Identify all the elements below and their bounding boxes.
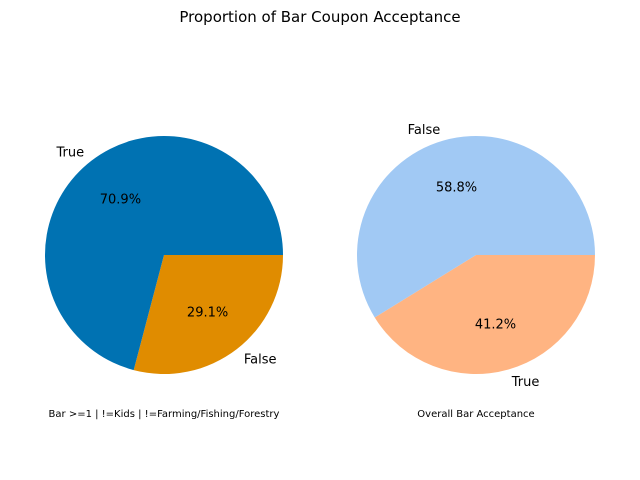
- pie-category-label-overall-false: False: [408, 123, 441, 138]
- pie-category-label-filtered-false: False: [244, 353, 277, 368]
- pie-percent-label-overall-false: 58.8%: [436, 180, 477, 195]
- pie-caption-filtered: Bar >=1 | !=Kids | !=Farming/Fishing/For…: [49, 409, 280, 420]
- pie-percent-label-filtered-false: 29.1%: [187, 306, 228, 321]
- figure-title: Proportion of Bar Coupon Acceptance: [179, 8, 460, 26]
- pie-slice-overall-false: [357, 136, 595, 318]
- pie-chart-filtered: Bar >=1 | !=Kids | !=Farming/Fishing/For…: [45, 135, 283, 420]
- pie-category-label-overall-true: True: [511, 375, 540, 390]
- pie-category-label-filtered-true: True: [55, 145, 84, 160]
- pie-slice-filtered-true: [45, 135, 283, 371]
- pie-chart-overall: Overall Bar Acceptance 58.8% False 41.2% Tr…: [357, 123, 595, 420]
- pie-slice-filtered-false: [133, 255, 283, 374]
- pie-percent-label-overall-true: 41.2%: [475, 318, 516, 333]
- pie-slice-overall-true: [374, 255, 595, 375]
- pie-percent-label-filtered-true: 70.9%: [100, 192, 141, 207]
- pie-caption-overall: Overall Bar Acceptance: [417, 409, 534, 420]
